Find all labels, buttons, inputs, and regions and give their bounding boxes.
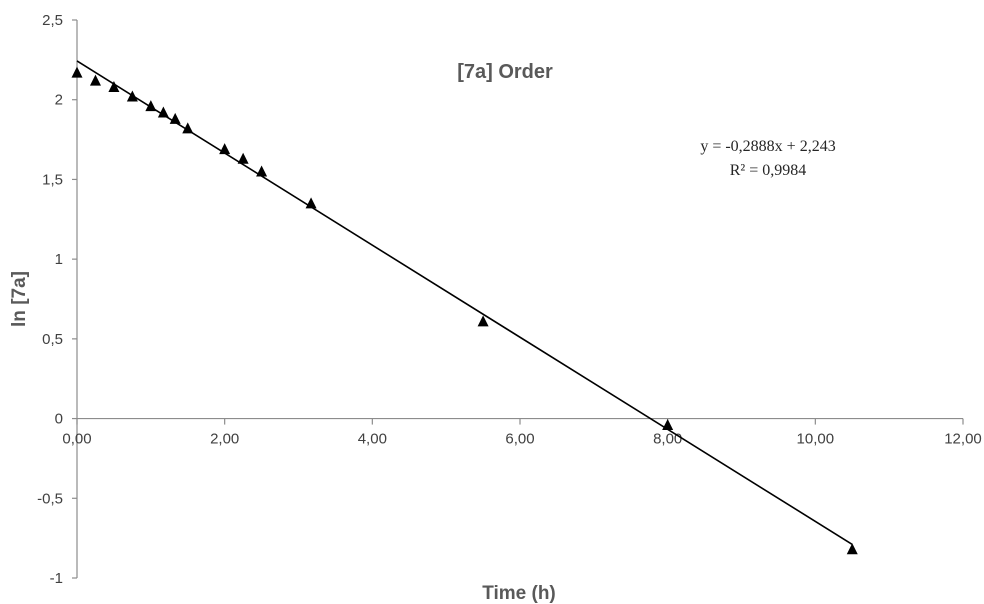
x-axis-title: Time (h): [482, 583, 556, 604]
data-point: [477, 315, 489, 327]
data-point: [846, 543, 858, 555]
data-point: [237, 152, 249, 164]
data-point: [126, 90, 138, 102]
chart-title: [7a] Order: [457, 61, 553, 83]
y-tick-label: 1: [55, 251, 63, 268]
y-tick-label: 1,5: [42, 171, 63, 188]
x-axis-ticks: 0,00 2,00 4,00 6,00 8,00 10,00 12,00: [62, 418, 982, 448]
x-tick-label: 0,00: [62, 431, 91, 448]
data-point: [219, 143, 231, 155]
data-point: [182, 122, 194, 134]
data-point: [71, 66, 83, 78]
x-tick-label: 4,00: [358, 431, 387, 448]
y-tick-label: -0,5: [37, 490, 63, 507]
data-point: [108, 80, 120, 92]
y-tick-label: -1: [50, 570, 63, 587]
data-point: [305, 197, 317, 209]
data-points: [71, 66, 858, 555]
x-tick-label: 6,00: [505, 431, 534, 448]
x-tick-label: 10,00: [797, 431, 835, 448]
x-tick-label: 2,00: [210, 431, 239, 448]
y-tick-label: 0,5: [42, 331, 63, 348]
data-point: [169, 112, 181, 124]
trendline: [76, 60, 853, 546]
y-tick-label: 2,5: [42, 12, 63, 29]
data-point: [256, 165, 268, 177]
plot-area: 0,00 2,00 4,00 6,00 8,00 10,00 12,00 -1-0,500,…: [37, 12, 982, 587]
y-axis-ticks: -1 -0,5 0 0,5 1 1,5 2 2,5: [37, 12, 77, 587]
x-tick-label: 8,00: [653, 431, 682, 448]
y-tick-label: 0: [55, 411, 63, 428]
y-tick-label: 2: [55, 92, 63, 109]
data-point: [662, 418, 674, 430]
x-tick-label: 12,00: [944, 431, 982, 448]
data-point: [157, 106, 169, 118]
y-axis-title: ln [7a]: [9, 271, 30, 327]
data-point: [89, 74, 101, 86]
trendline-r-squared: R² = 0,9984: [730, 162, 807, 179]
data-point: [145, 100, 157, 112]
trendline-equation: y = -0,2888x + 2,243: [700, 138, 835, 155]
